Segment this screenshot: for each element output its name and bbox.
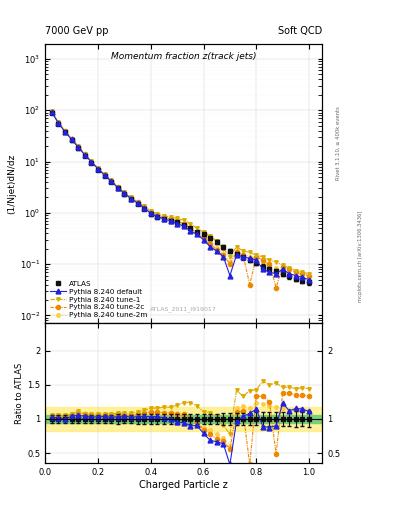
Text: mcplots.cern.ch [arXiv:1306.3436]: mcplots.cern.ch [arXiv:1306.3436] [358,210,363,302]
X-axis label: Charged Particle z: Charged Particle z [140,480,228,490]
Text: Rivet 3.1.10, ≥ 400k events: Rivet 3.1.10, ≥ 400k events [336,106,341,180]
Y-axis label: (1/Njet)dN/dz: (1/Njet)dN/dz [8,153,17,214]
Text: Soft QCD: Soft QCD [278,26,322,36]
Legend: ATLAS, Pythia 8.240 default, Pythia 8.240 tune-1, Pythia 8.240 tune-2c, Pythia 8: ATLAS, Pythia 8.240 default, Pythia 8.24… [49,280,149,320]
Text: ATLAS_2011_I919017: ATLAS_2011_I919017 [151,307,217,312]
Y-axis label: Ratio to ATLAS: Ratio to ATLAS [15,363,24,424]
Text: Momentum fraction z(track jets): Momentum fraction z(track jets) [111,52,257,61]
Text: 7000 GeV pp: 7000 GeV pp [45,26,109,36]
